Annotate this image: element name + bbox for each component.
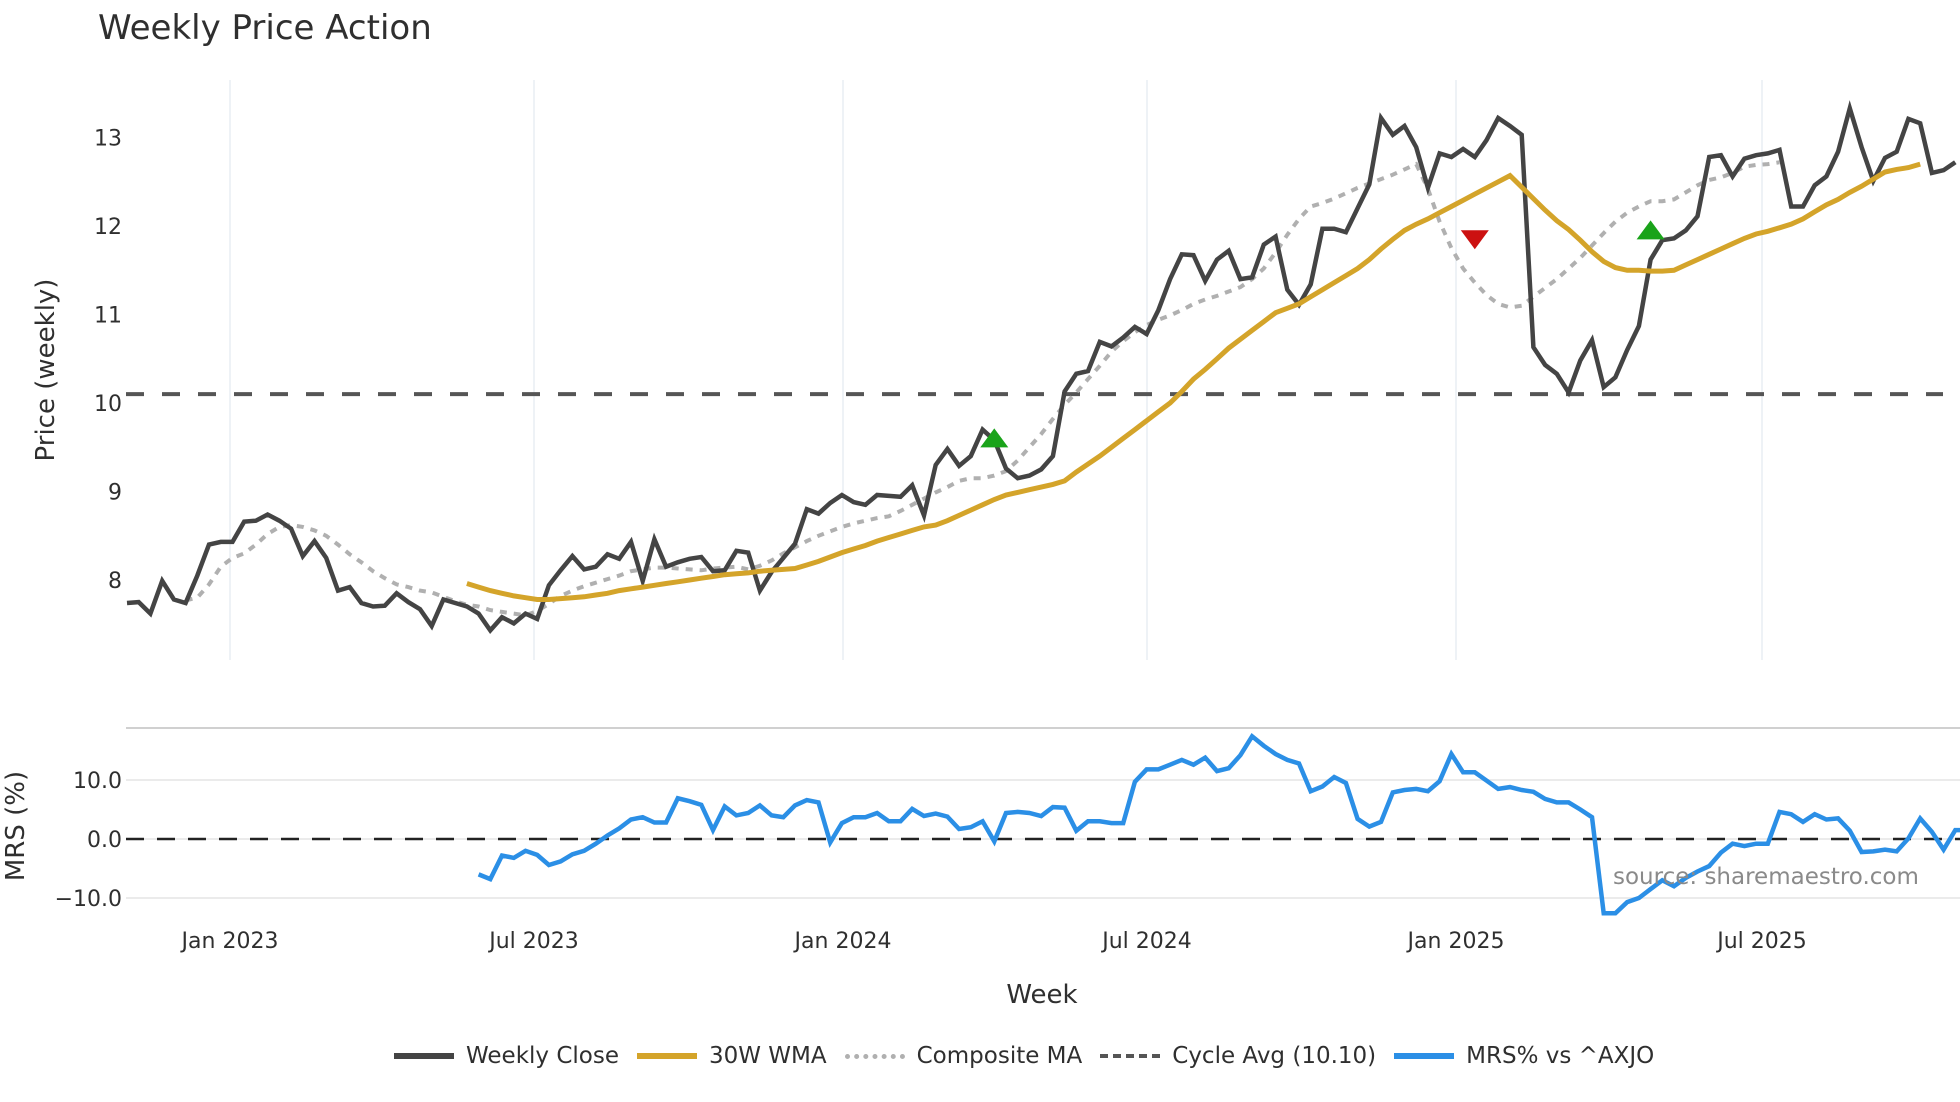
legend-item-mrs[interactable]: MRS% vs ^AXJO xyxy=(1394,1043,1654,1069)
y-tick-label: 11 xyxy=(94,304,122,329)
composite-ma-line xyxy=(185,160,1780,618)
y-tick-label: 10.0 xyxy=(73,769,122,794)
source-watermark: source: sharemaestro.com xyxy=(1613,864,1919,890)
legend-label: Composite MA xyxy=(916,1043,1083,1069)
chart-title: Weekly Price Action xyxy=(98,8,432,48)
sell-signal-triangle-down-icon xyxy=(1460,230,1489,250)
x-tick-label: Jul 2023 xyxy=(487,929,579,954)
signal-markers xyxy=(980,220,1665,448)
mrs-series xyxy=(477,732,1960,916)
mrs-y-axis: −10.0 0.0 10.0 xyxy=(55,769,122,912)
legend-label: MRS% vs ^AXJO xyxy=(1466,1043,1655,1069)
legend-item-30w-wma[interactable]: 30W WMA xyxy=(636,1043,827,1069)
y-tick-label: −10.0 xyxy=(55,887,122,912)
legend-swatch-cycle-avg xyxy=(1100,1054,1161,1058)
buy-signal-triangle-up-icon xyxy=(980,428,1009,448)
weekly-close-line xyxy=(126,100,1957,635)
wma-30w-line xyxy=(466,161,1921,602)
price-y-axis-title: Price (weekly) xyxy=(31,279,61,462)
legend-item-weekly-close[interactable]: Weekly Close xyxy=(394,1043,619,1069)
legend: Weekly Close 30W WMA Composite MA Cycle … xyxy=(0,1036,1960,1076)
x-tick-label: Jul 2024 xyxy=(1100,929,1192,954)
x-axis: Jan 2023 Jul 2023 Jan 2024 Jul 2024 Jan 2025… xyxy=(180,929,1807,954)
x-tick-label: Jan 2023 xyxy=(180,929,279,954)
y-tick-label: 0.0 xyxy=(87,828,122,853)
legend-swatch-weekly-close xyxy=(394,1053,454,1059)
x-tick-label: Jan 2025 xyxy=(1406,929,1505,954)
x-tick-label: Jan 2024 xyxy=(793,929,892,954)
mrs-y-axis-title: MRS (%) xyxy=(1,771,31,881)
legend-item-composite-ma[interactable]: Composite MA xyxy=(844,1043,1083,1069)
price-series xyxy=(126,100,1957,635)
y-tick-label: 9 xyxy=(108,481,122,506)
y-tick-label: 12 xyxy=(94,215,122,240)
x-tick-label: Jul 2025 xyxy=(1715,929,1807,954)
legend-item-cycle-avg[interactable]: Cycle Avg (10.10) xyxy=(1100,1043,1376,1069)
mrs-line xyxy=(477,732,1960,916)
legend-swatch-mrs xyxy=(1394,1053,1455,1059)
x-axis-title: Week xyxy=(1006,980,1077,1010)
y-tick-label: 13 xyxy=(94,127,122,152)
buy-signal-triangle-up-icon xyxy=(1636,220,1665,240)
legend-swatch-composite-ma xyxy=(844,1053,905,1059)
legend-label: Weekly Close xyxy=(466,1043,619,1069)
price-y-axis: 8 9 10 11 12 13 xyxy=(94,127,122,595)
y-tick-label: 8 xyxy=(108,569,122,594)
legend-label: Cycle Avg (10.10) xyxy=(1172,1043,1377,1069)
legend-label: 30W WMA xyxy=(708,1043,827,1069)
legend-swatch-30w-wma xyxy=(636,1053,697,1059)
y-tick-label: 10 xyxy=(94,392,122,417)
gridlines xyxy=(126,80,1960,899)
